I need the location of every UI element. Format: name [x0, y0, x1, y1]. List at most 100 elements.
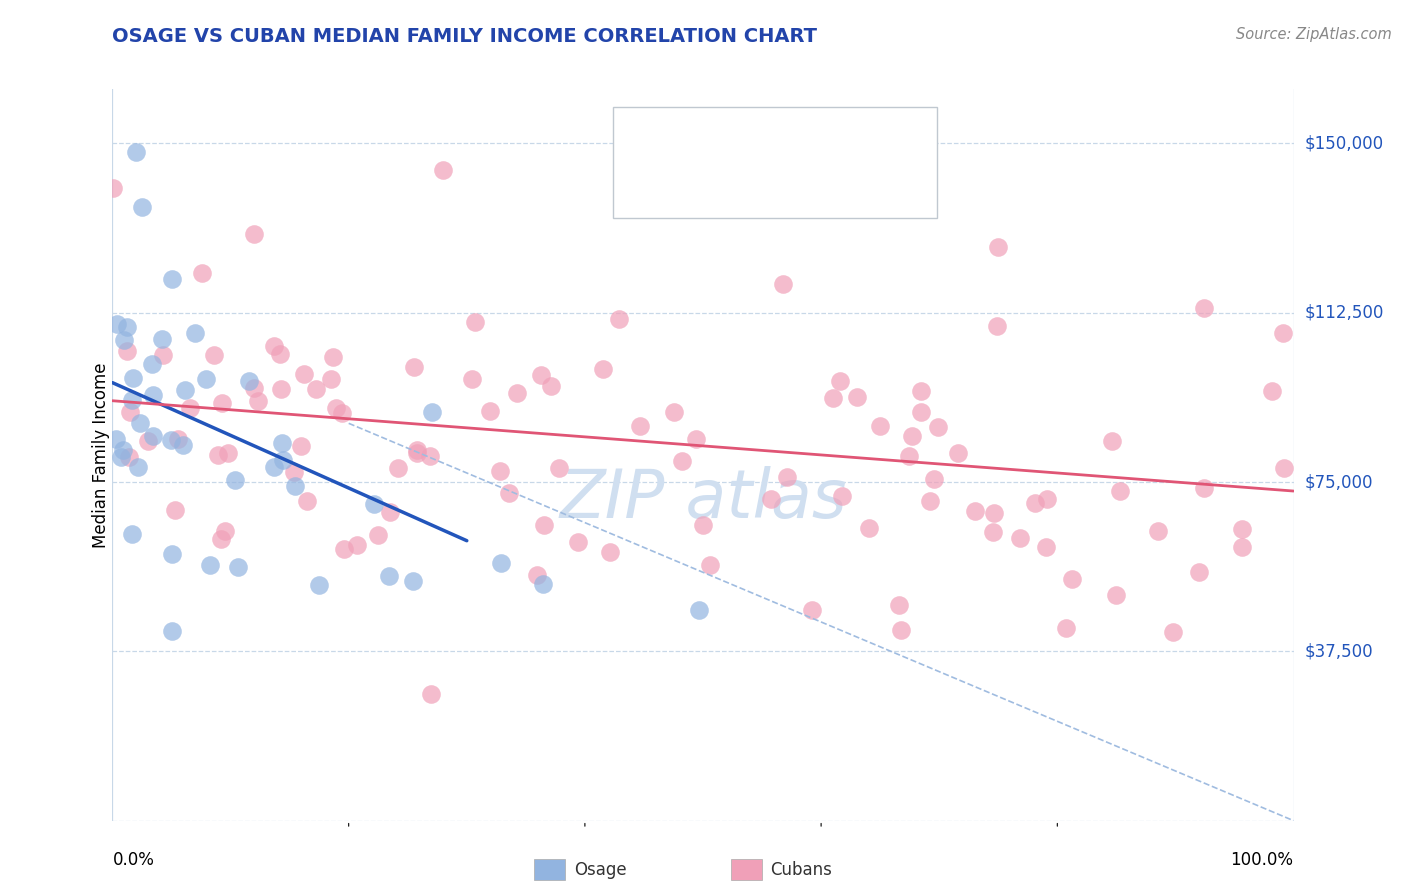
Point [211, 396, 233, 410]
Point [505, 386, 527, 401]
Text: OSAGE VS CUBAN MEDIAN FAMILY INCOME CORRELATION CHART: OSAGE VS CUBAN MEDIAN FAMILY INCOME CORR… [112, 27, 817, 45]
Text: Source: ZipAtlas.com: Source: ZipAtlas.com [1236, 27, 1392, 42]
Point [801, 603, 824, 617]
Point [111, 443, 134, 458]
Point [1147, 524, 1170, 538]
Text: -0.220: -0.220 [714, 174, 779, 192]
Point [163, 502, 186, 516]
Point [688, 603, 710, 617]
Point [1109, 483, 1132, 498]
Point [125, 145, 148, 160]
Point [103, 181, 125, 195]
Point [890, 623, 912, 637]
Point [295, 494, 318, 508]
Point [776, 470, 799, 484]
Point [981, 524, 1004, 539]
Point [898, 449, 921, 463]
Point [160, 547, 183, 561]
Point [821, 392, 844, 406]
Point [1260, 384, 1282, 399]
Point [118, 405, 141, 419]
Point [420, 687, 443, 701]
Point [858, 521, 880, 535]
Bar [731, 859, 762, 880]
Point [548, 461, 571, 475]
Point [1230, 522, 1253, 536]
Bar [631, 168, 657, 197]
Point [378, 505, 401, 519]
Point [910, 404, 932, 418]
Point [464, 315, 486, 329]
Point [104, 432, 127, 446]
Point [664, 405, 686, 419]
Point [160, 433, 183, 447]
Point [1188, 566, 1211, 580]
Bar [631, 121, 657, 151]
Point [332, 541, 354, 556]
Point [121, 392, 143, 407]
Text: Osage: Osage [574, 861, 626, 879]
Text: 100.0%: 100.0% [1230, 851, 1294, 869]
Point [160, 272, 183, 286]
Point [115, 319, 138, 334]
Point [1230, 541, 1253, 555]
Point [987, 240, 1010, 254]
Point [247, 393, 270, 408]
Point [830, 374, 852, 388]
Point [1192, 481, 1215, 495]
Point [1035, 540, 1057, 554]
Point [1060, 572, 1083, 586]
Point [1024, 496, 1046, 510]
Text: N =: N = [797, 174, 845, 192]
Point [363, 497, 385, 511]
Point [346, 538, 368, 552]
Bar [534, 859, 565, 880]
Point [927, 419, 949, 434]
Point [607, 312, 630, 326]
Point [772, 277, 794, 292]
Point [387, 461, 409, 475]
Point [243, 381, 266, 395]
Point [530, 368, 553, 382]
Point [406, 442, 429, 457]
Text: 0.0%: 0.0% [112, 851, 155, 869]
Point [420, 405, 443, 419]
Point [202, 348, 225, 362]
Point [918, 493, 941, 508]
Point [322, 350, 344, 364]
Point [122, 371, 145, 385]
Y-axis label: Median Family Income: Median Family Income [93, 362, 110, 548]
Point [131, 200, 153, 214]
Point [592, 362, 614, 376]
Point [831, 490, 853, 504]
Point [1271, 326, 1294, 340]
Point [174, 383, 197, 397]
Point [290, 439, 312, 453]
Point [117, 450, 139, 465]
Point [540, 379, 562, 393]
Point [141, 357, 163, 371]
Point [685, 432, 707, 446]
Point [910, 384, 932, 398]
Point [599, 544, 621, 558]
Point [142, 429, 165, 443]
Point [1105, 588, 1128, 602]
Point [533, 518, 555, 533]
Point [479, 404, 502, 418]
Point [127, 459, 149, 474]
Point [284, 479, 307, 493]
Point [115, 343, 138, 358]
Point [217, 445, 239, 459]
Point [1008, 531, 1031, 545]
Text: 41: 41 [865, 128, 890, 145]
Point [238, 374, 260, 388]
Point [901, 429, 924, 443]
Point [191, 266, 214, 280]
Point [305, 382, 328, 396]
Point [321, 372, 343, 386]
Point [184, 326, 207, 340]
Point [195, 372, 218, 386]
Point [152, 332, 174, 346]
Point [172, 438, 194, 452]
Point [367, 527, 389, 541]
